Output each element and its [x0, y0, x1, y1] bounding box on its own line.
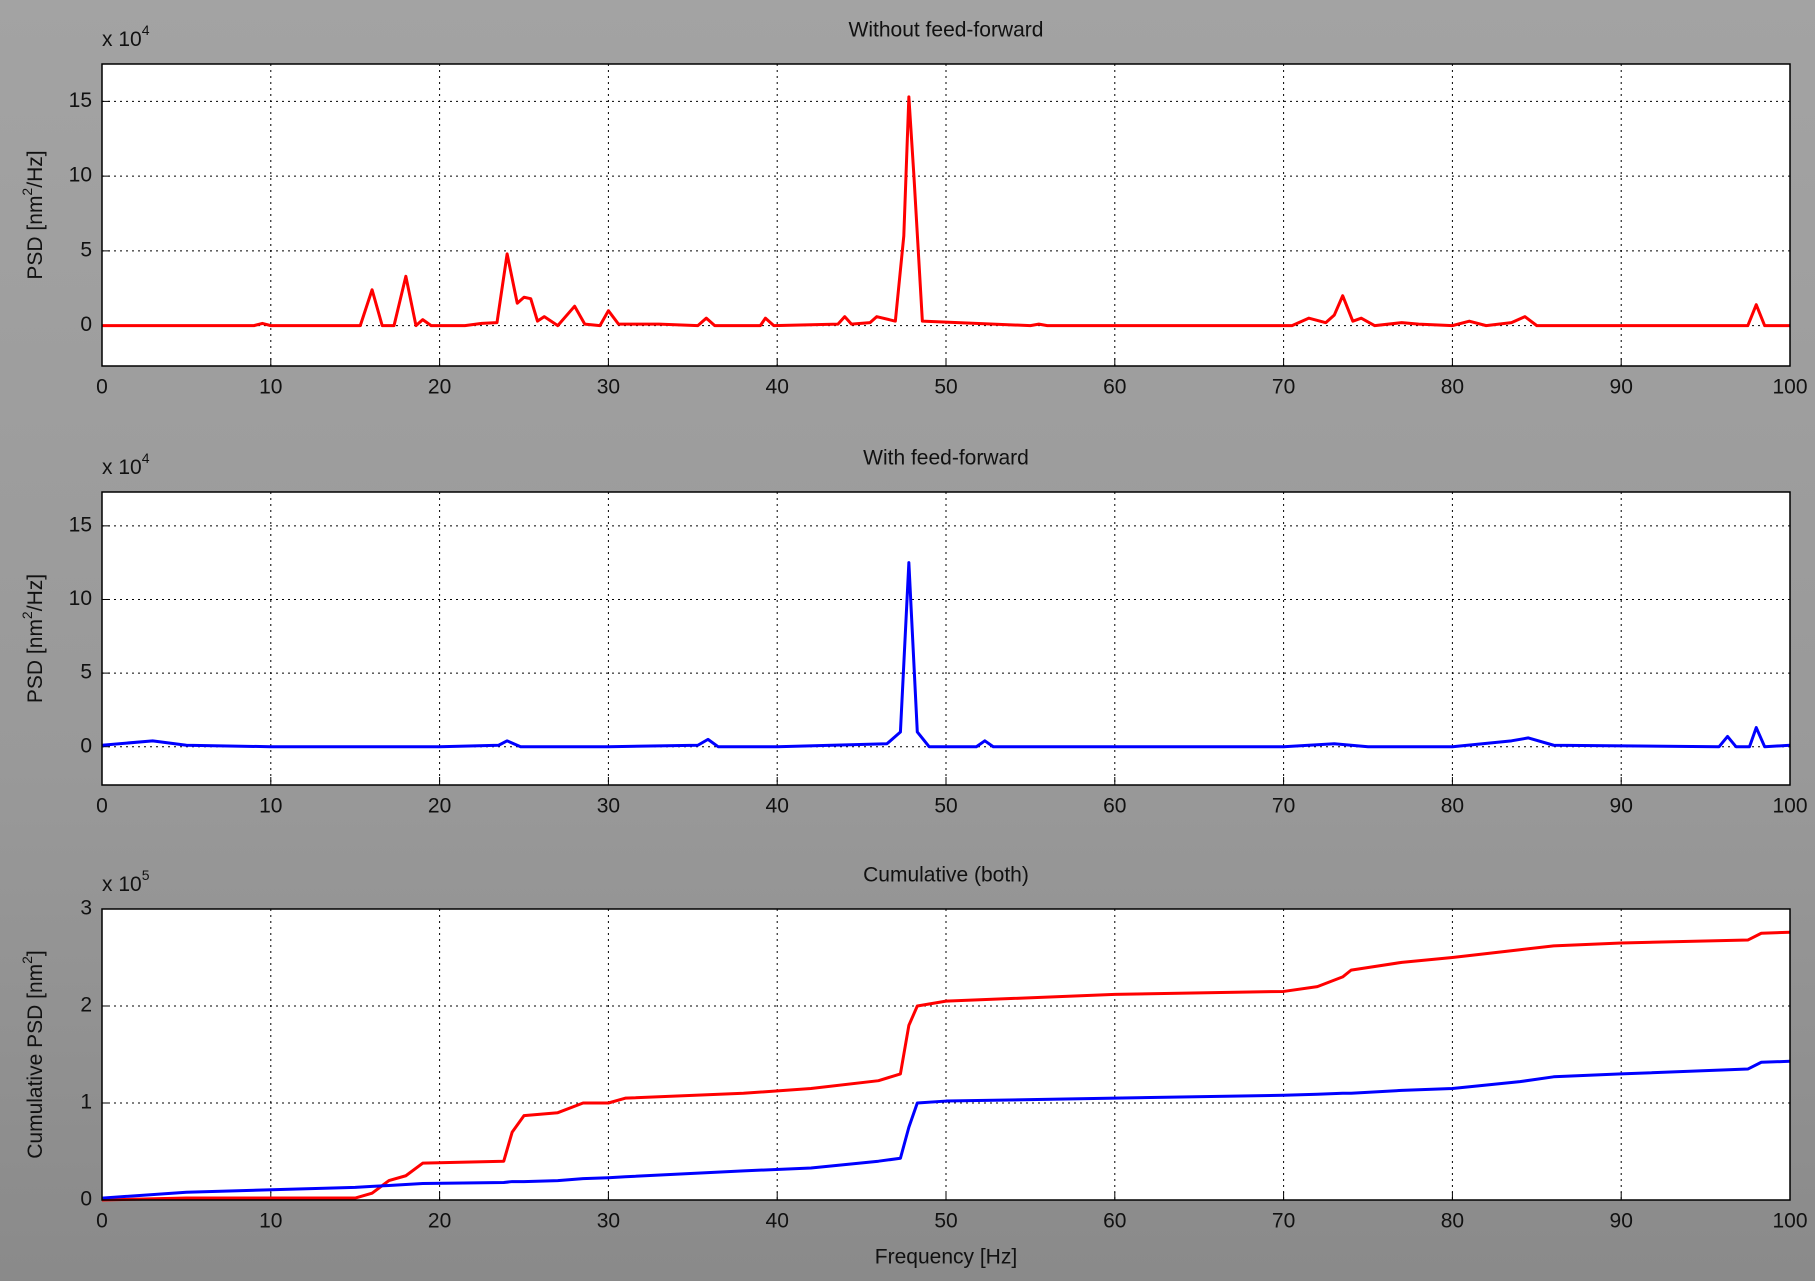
chart-title: With feed-forward: [863, 447, 1029, 470]
y-label-superscript: 2: [19, 956, 35, 964]
x-tick-label: 20: [428, 795, 451, 818]
y-tick-label: 2: [80, 994, 92, 1017]
y-tick-label: 15: [69, 513, 92, 536]
x-tick-label: 100: [1772, 1210, 1807, 1233]
y-tick-label: 10: [69, 587, 92, 610]
x-tick-label: 70: [1272, 1210, 1295, 1233]
x-tick-label: 20: [428, 1210, 451, 1233]
y-label-superscript: 2: [19, 611, 35, 619]
x-tick-label: 50: [934, 376, 957, 399]
x-tick-label: 90: [1610, 1210, 1633, 1233]
y-tick-label: 0: [80, 1188, 92, 1211]
x-tick-label: 70: [1272, 376, 1295, 399]
x-tick-label: 50: [934, 795, 957, 818]
x-tick-label: 20: [428, 376, 451, 399]
chart-title: Cumulative (both): [863, 864, 1029, 887]
y-tick-label: 15: [69, 89, 92, 112]
y-tick-label: 10: [69, 164, 92, 187]
y-tick-label: 5: [80, 661, 92, 684]
y-tick-label: 5: [80, 238, 92, 261]
page: {"chart_data": [ {"type": "line", "title…: [0, 0, 1815, 1281]
x-tick-label: 40: [766, 376, 789, 399]
y-tick-label: 1: [80, 1091, 92, 1114]
multiplier-exponent: 4: [142, 22, 150, 38]
x-tick-label: 60: [1103, 795, 1126, 818]
x-tick-label: 10: [259, 1210, 282, 1233]
x-tick-label: 90: [1610, 795, 1633, 818]
x-tick-label: 10: [259, 795, 282, 818]
x-tick-label: 80: [1441, 795, 1464, 818]
y-label-text: /Hz]: [24, 574, 47, 611]
y-label-text: PSD [nm: [24, 619, 47, 703]
x-tick-label: 10: [259, 376, 282, 399]
y-label-text: PSD [nm: [24, 196, 47, 280]
chart-title: Without feed-forward: [849, 19, 1044, 42]
x-tick-label: 40: [766, 1210, 789, 1233]
figure: Without feed-forwardx 104PSD [nm2/Hz]010…: [0, 0, 1815, 1281]
x-tick-label: 90: [1610, 376, 1633, 399]
multiplier-base: x 10: [102, 28, 142, 51]
y-label-superscript: 2: [19, 188, 35, 196]
y-tick-label: 0: [80, 313, 92, 336]
x-tick-label: 30: [597, 1210, 620, 1233]
x-tick-label: 80: [1441, 376, 1464, 399]
y-label-text: /Hz]: [24, 150, 47, 187]
x-tick-label: 0: [96, 795, 108, 818]
y-tick-label: 0: [80, 734, 92, 757]
multiplier-exponent: 5: [142, 867, 150, 883]
x-axis-label: Frequency [Hz]: [875, 1246, 1017, 1269]
multiplier-base: x 10: [102, 456, 142, 479]
multiplier-exponent: 4: [142, 450, 150, 466]
x-tick-label: 80: [1441, 1210, 1464, 1233]
x-tick-label: 30: [597, 795, 620, 818]
x-tick-label: 40: [766, 795, 789, 818]
y-tick-label: 3: [80, 897, 92, 920]
x-tick-label: 100: [1772, 795, 1807, 818]
y-axis-label: PSD [nm2/Hz]: [19, 150, 47, 279]
y-label-text: Cumulative PSD [nm: [24, 964, 47, 1159]
multiplier-base: x 10: [102, 873, 142, 896]
y-axis-label: Cumulative PSD [nm2]: [19, 950, 47, 1159]
x-tick-label: 60: [1103, 1210, 1126, 1233]
y-label-text: ]: [24, 950, 47, 956]
x-tick-label: 0: [96, 376, 108, 399]
y-axis-label: PSD [nm2/Hz]: [19, 574, 47, 703]
x-tick-label: 60: [1103, 376, 1126, 399]
x-tick-label: 100: [1772, 376, 1807, 399]
x-tick-label: 70: [1272, 795, 1295, 818]
x-tick-label: 0: [96, 1210, 108, 1233]
x-tick-label: 30: [597, 376, 620, 399]
x-tick-label: 50: [934, 1210, 957, 1233]
